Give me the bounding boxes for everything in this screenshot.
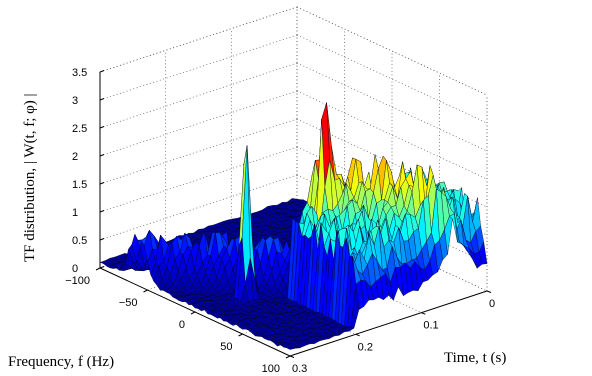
frequency-tick [143, 289, 148, 293]
z-tick-label: 3 [72, 95, 78, 107]
z-tick-label: 2.5 [72, 123, 87, 135]
z-tick [99, 126, 105, 129]
z-grid-left-wall [99, 6, 298, 73]
z-tick [99, 182, 105, 185]
frequency-tick [238, 333, 243, 337]
frequency-tick [285, 355, 291, 359]
z-grid-left-wall [99, 62, 298, 129]
tick-marks [95, 70, 492, 359]
time-tick-label: 0.2 [358, 341, 373, 353]
time-tick [486, 290, 492, 293]
surface-mesh [99, 102, 488, 350]
frequency-tick-label: −100 [65, 275, 90, 287]
z-tick-label: 1.5 [72, 179, 87, 191]
z-tick [99, 70, 105, 73]
z-grid-left-wall [99, 90, 298, 157]
z-tick-label: 2 [72, 151, 78, 163]
z-tick [99, 154, 105, 157]
z-tick-label: 1 [72, 207, 78, 219]
time-axis-label: Time, t (s) [444, 350, 506, 366]
time-tick-label: 0.3 [292, 363, 307, 375]
frequency-tick-label: 100 [262, 363, 280, 375]
z-tick [99, 210, 105, 213]
time-tick [355, 333, 360, 337]
frequency-tick-label: 0 [179, 319, 185, 331]
time-axis-line [289, 290, 488, 357]
surface-patch [286, 347, 295, 350]
tick-labels: 0 0.5 1 1.5 2 2.5 3 3.5 −100 −50 0 50 100 0 0.1 0.2 0.3 [65, 67, 495, 375]
z-tick [99, 266, 105, 269]
frequency-tick-label: 50 [220, 341, 232, 353]
frequency-tick-label: −50 [119, 297, 138, 309]
z-tick-label: 0 [72, 263, 78, 275]
time-tick [289, 355, 295, 358]
frequency-tick [190, 311, 196, 315]
z-grid-left-wall [99, 146, 298, 213]
frequency-tick [95, 267, 101, 271]
z-grid-left-wall [99, 118, 298, 185]
time-tick [421, 312, 426, 315]
z-grid-left-wall [99, 34, 298, 101]
frequency-axis-label: Frequency, f (Hz) [8, 354, 114, 370]
z-tick-label: 0.5 [72, 235, 87, 247]
time-tick-label: 0 [489, 298, 495, 310]
box-top-edge [99, 6, 298, 73]
time-tick-label: 0.1 [423, 320, 438, 332]
z-tick [99, 238, 105, 241]
z-axis-label: TF distribution, | W(t, f; φ) | [22, 93, 38, 262]
z-tick-label: 3.5 [72, 67, 87, 79]
z-tick [99, 98, 105, 101]
